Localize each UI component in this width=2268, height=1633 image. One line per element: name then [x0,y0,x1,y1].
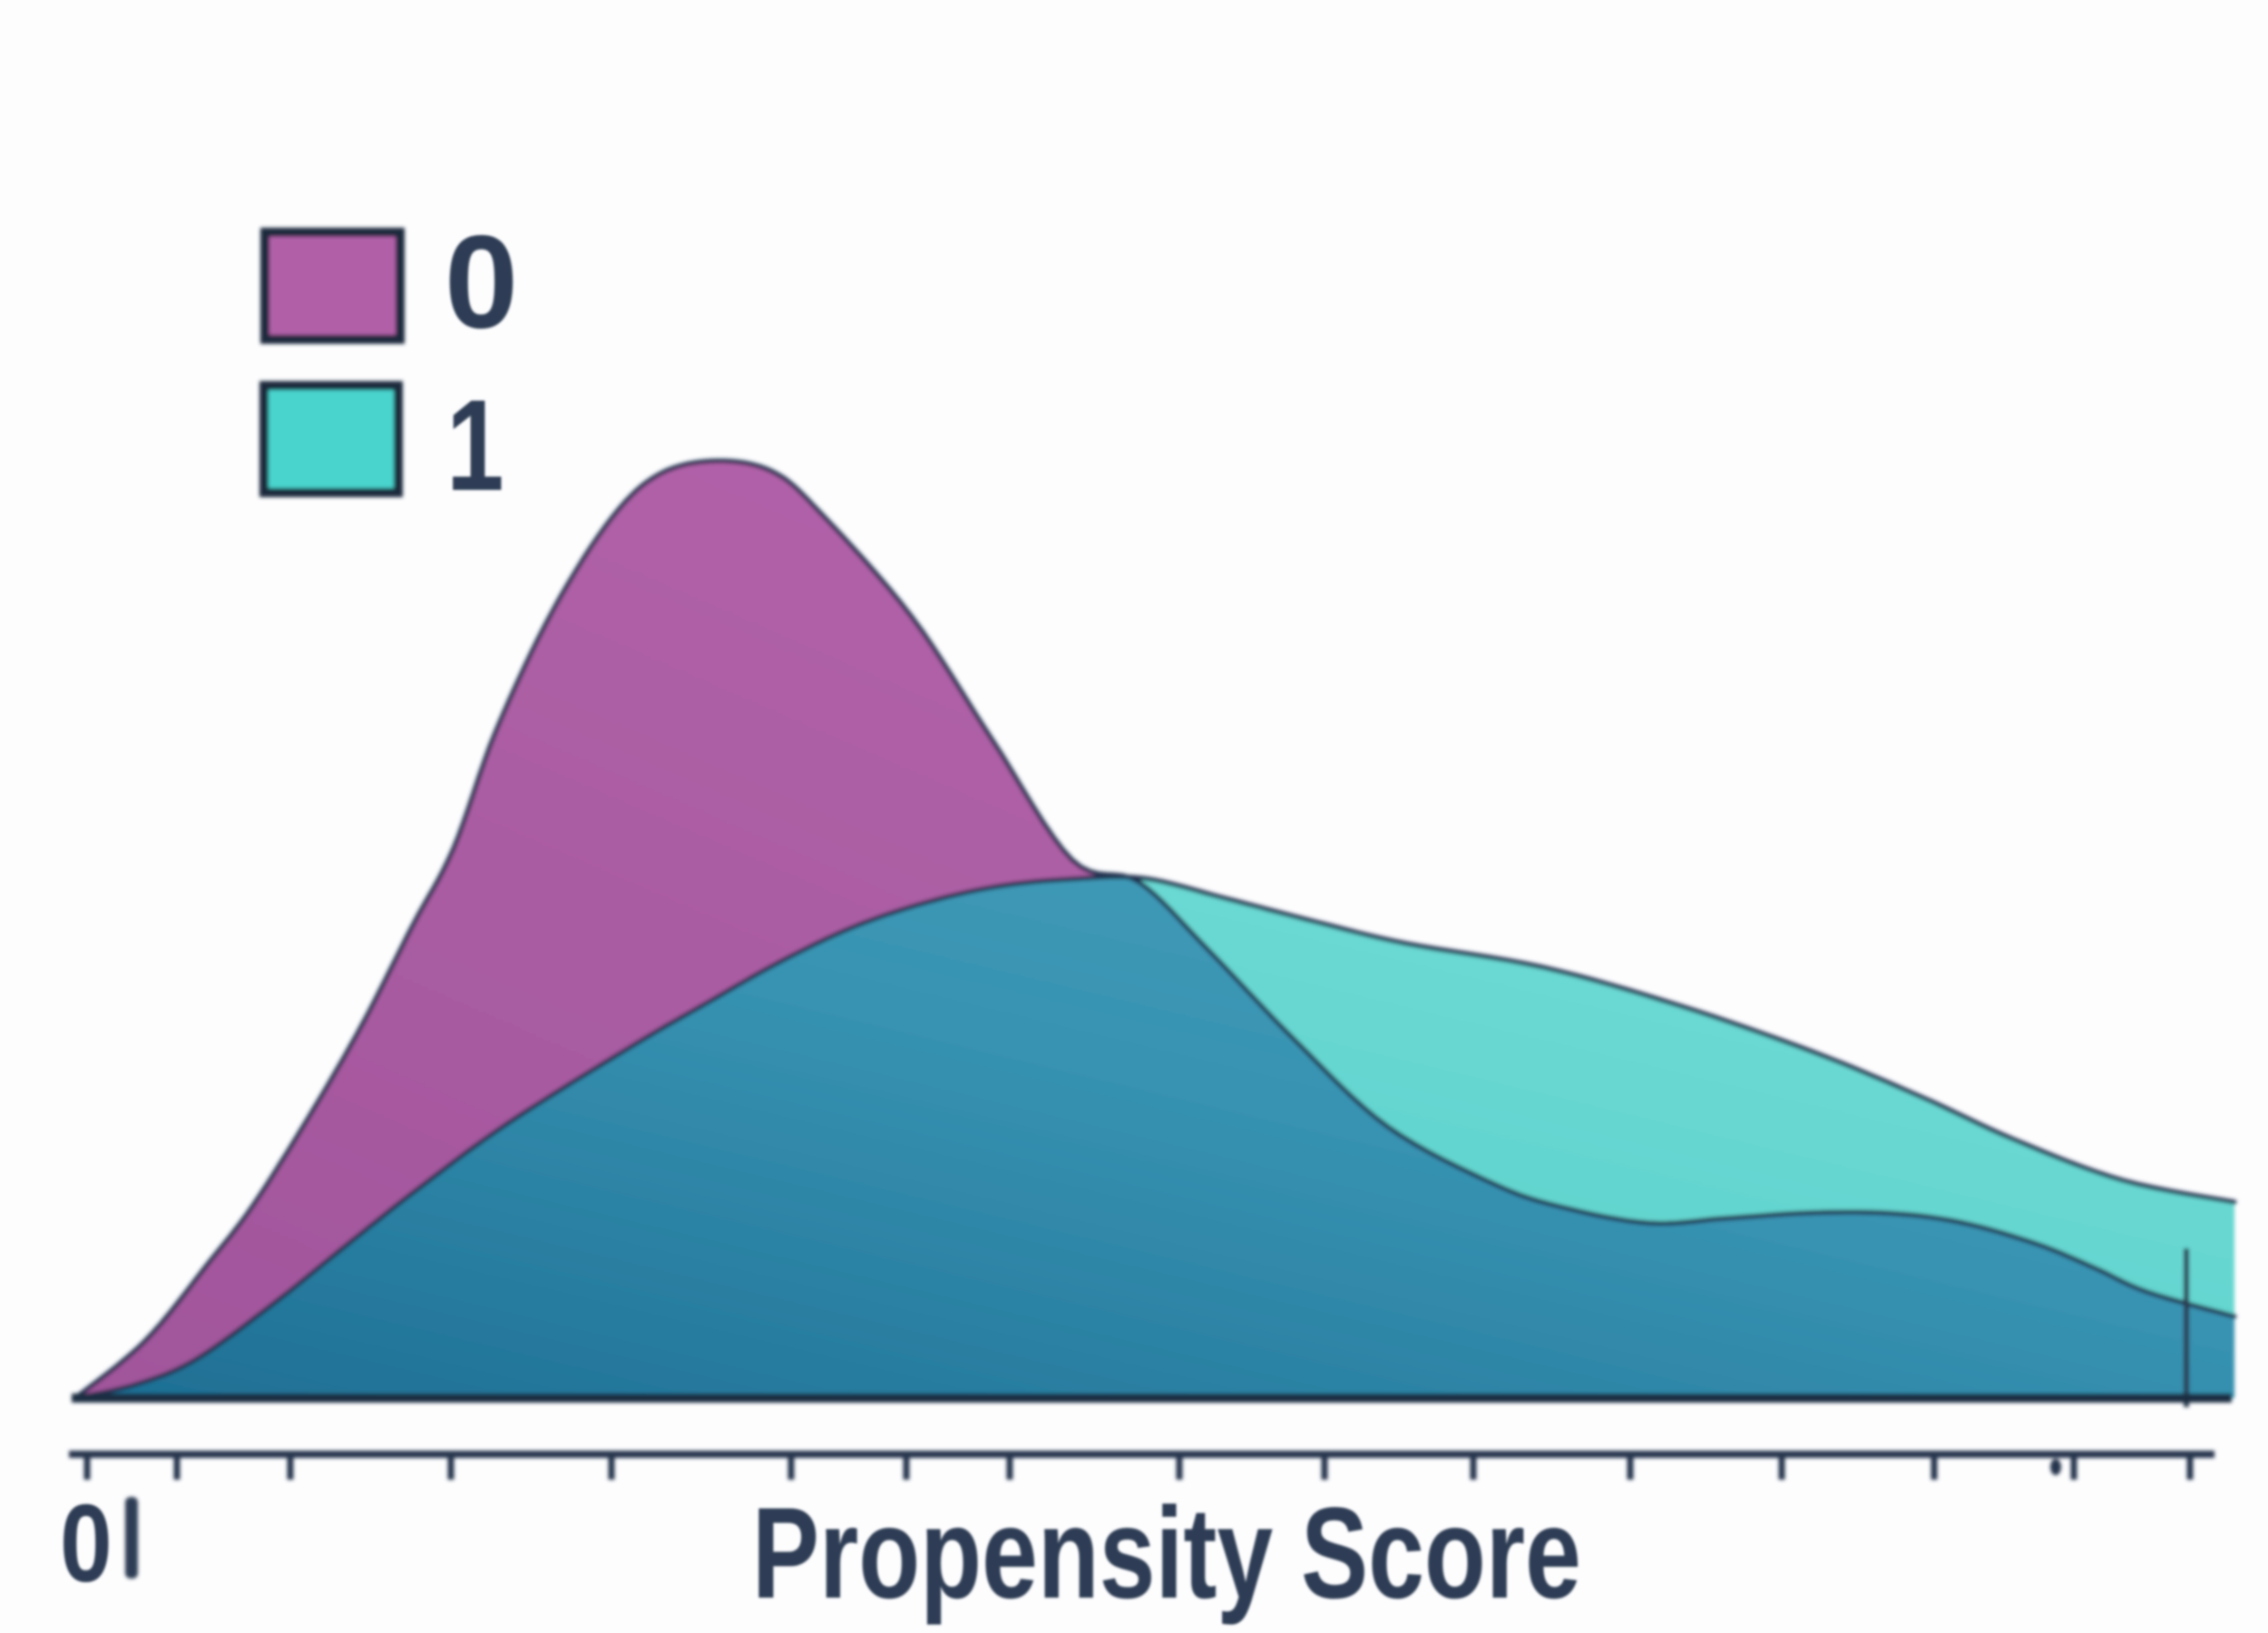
svg-text:Propensity Score: Propensity Score [752,1481,1581,1627]
svg-text:0: 0 [445,208,518,356]
svg-text:0: 0 [60,1481,112,1605]
svg-text:1: 1 [446,374,504,518]
